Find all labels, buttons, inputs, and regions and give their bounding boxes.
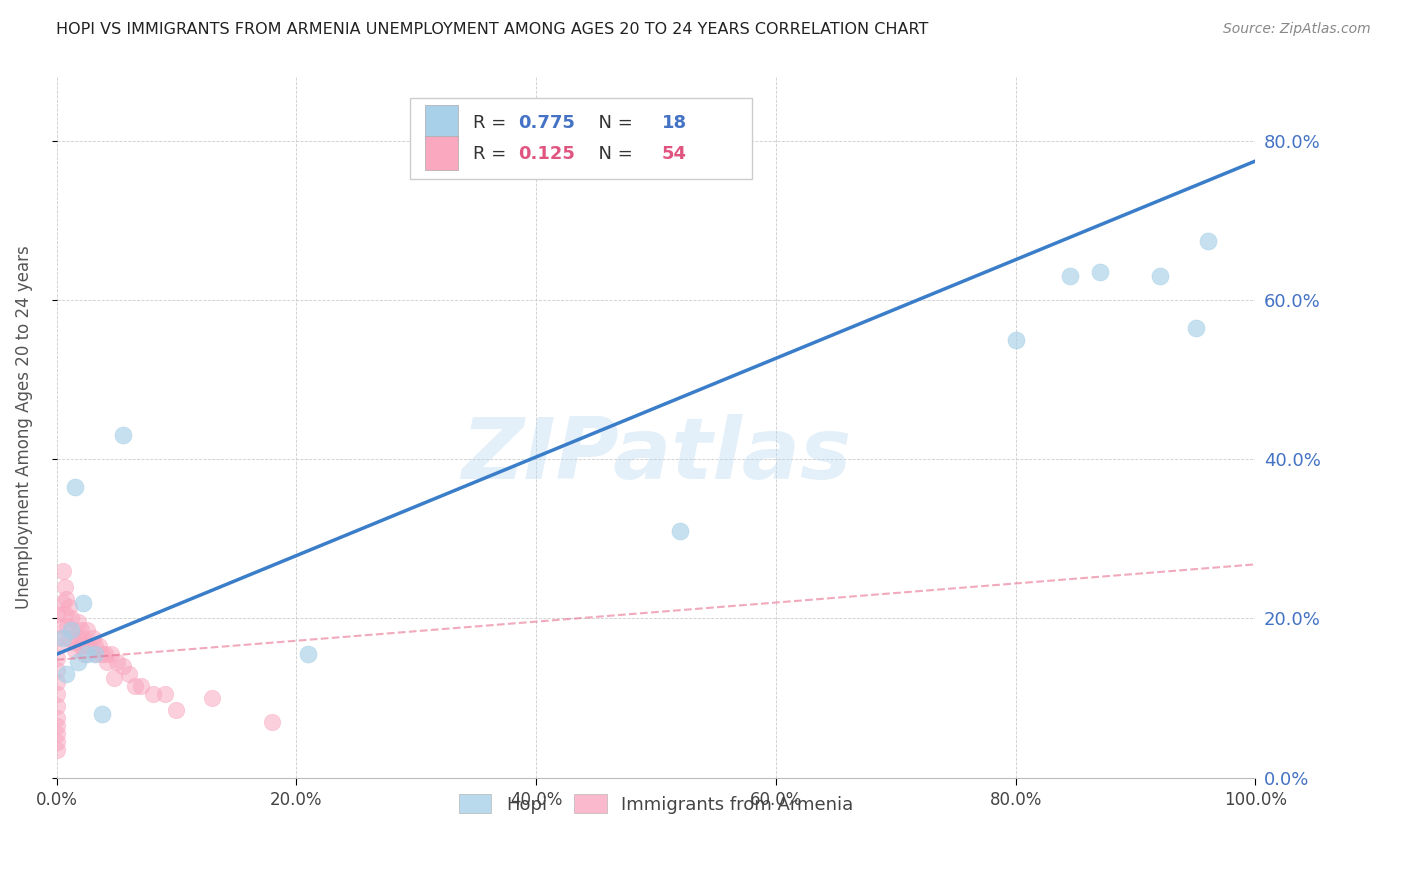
Point	[53, 607, 76, 622]
Point	[45, 719, 67, 733]
Point	[91, 706, 114, 721]
Point	[52, 564, 75, 578]
Point	[1197, 234, 1219, 248]
Point	[76, 640, 98, 654]
Point	[45, 727, 67, 741]
Text: 0.775: 0.775	[519, 114, 575, 132]
Point	[63, 480, 86, 494]
Point	[45, 687, 67, 701]
Text: N =: N =	[586, 145, 638, 162]
Point	[201, 691, 224, 706]
Point	[96, 655, 118, 669]
Point	[59, 611, 82, 625]
Point	[153, 687, 176, 701]
Point	[45, 675, 67, 690]
Point	[103, 671, 125, 685]
Point	[1088, 265, 1111, 279]
FancyBboxPatch shape	[411, 98, 752, 179]
Point	[117, 667, 139, 681]
Point	[76, 647, 98, 661]
Text: Source: ZipAtlas.com: Source: ZipAtlas.com	[1223, 22, 1371, 37]
Text: ZIPatlas: ZIPatlas	[461, 414, 851, 497]
Point	[63, 643, 86, 657]
Point	[73, 647, 96, 661]
Point	[45, 607, 67, 622]
Point	[93, 647, 115, 661]
Text: R =: R =	[472, 145, 512, 162]
Text: R =: R =	[472, 114, 512, 132]
Text: 18: 18	[662, 114, 688, 132]
Point	[72, 595, 94, 609]
Point	[166, 703, 188, 717]
Point	[1004, 333, 1026, 347]
Point	[82, 632, 104, 646]
Bar	[425, 136, 458, 169]
Point	[45, 651, 67, 665]
Point	[45, 619, 67, 633]
Point	[55, 667, 77, 681]
Point	[76, 624, 98, 638]
Point	[59, 624, 82, 638]
Point	[72, 632, 94, 646]
Point	[45, 711, 67, 725]
Point	[55, 591, 77, 606]
Point	[45, 742, 67, 756]
Point	[262, 714, 284, 729]
Point	[124, 679, 146, 693]
Point	[60, 624, 83, 638]
Point	[69, 624, 91, 638]
Point	[67, 632, 90, 646]
Point	[52, 595, 75, 609]
Point	[87, 640, 110, 654]
Bar	[425, 105, 458, 139]
Point	[111, 428, 134, 442]
Point	[1149, 269, 1171, 284]
Point	[45, 640, 67, 654]
Point	[45, 632, 67, 646]
Point	[84, 647, 107, 661]
Point	[100, 647, 122, 661]
Text: 54: 54	[662, 145, 688, 162]
Point	[45, 663, 67, 677]
Point	[105, 655, 128, 669]
Point	[1184, 321, 1206, 335]
Point	[1059, 269, 1081, 284]
Legend: Hopi, Immigrants from Armenia: Hopi, Immigrants from Armenia	[449, 783, 865, 824]
Point	[669, 524, 692, 538]
Text: N =: N =	[586, 114, 638, 132]
Text: 0.125: 0.125	[519, 145, 575, 162]
Point	[67, 615, 90, 630]
Point	[79, 640, 101, 654]
Point	[62, 635, 84, 649]
Point	[69, 640, 91, 654]
Point	[129, 679, 152, 693]
Point	[84, 640, 107, 654]
Point	[52, 632, 75, 646]
Point	[45, 698, 67, 713]
Y-axis label: Unemployment Among Ages 20 to 24 years: Unemployment Among Ages 20 to 24 years	[15, 245, 32, 609]
Point	[58, 632, 80, 646]
Point	[53, 580, 76, 594]
Point	[141, 687, 163, 701]
Point	[45, 735, 67, 749]
Point	[58, 599, 80, 614]
Point	[67, 655, 90, 669]
Point	[91, 647, 114, 661]
Point	[111, 659, 134, 673]
Point	[56, 619, 79, 633]
Text: HOPI VS IMMIGRANTS FROM ARMENIA UNEMPLOYMENT AMONG AGES 20 TO 24 YEARS CORRELATI: HOPI VS IMMIGRANTS FROM ARMENIA UNEMPLOY…	[56, 22, 928, 37]
Point	[84, 647, 107, 661]
Point	[297, 647, 319, 661]
